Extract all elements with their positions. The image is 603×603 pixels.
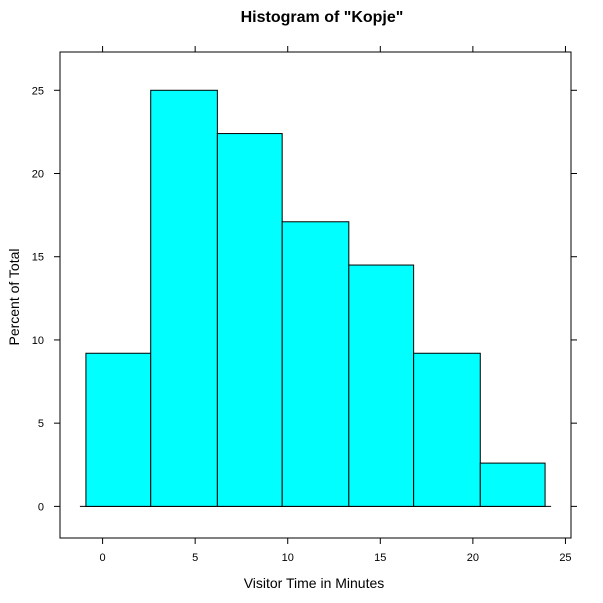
- y-tick-label-0: 0: [38, 501, 44, 513]
- y-tick-label-20: 20: [32, 169, 44, 181]
- x-tick-label-0: 0: [100, 552, 106, 564]
- y-axis-label: Percent of Total: [6, 248, 22, 345]
- plot-frame: [59, 51, 572, 539]
- axes-group: 0 5 10 15 20 25 0 5 10 15 20 25: [32, 46, 577, 564]
- bars-group: [79, 89, 552, 507]
- y-tick-label-15: 15: [32, 252, 44, 264]
- y-tick-label-25: 25: [32, 85, 44, 97]
- histogram-bar-2: [150, 89, 218, 507]
- histogram-bar-6: [413, 352, 481, 507]
- x-tick-label-20: 20: [467, 552, 479, 564]
- x-tick-label-15: 15: [374, 552, 386, 564]
- histogram-bar-5: [348, 264, 415, 507]
- x-axis-label: Visitor Time in Minutes: [244, 575, 385, 591]
- histogram-bar-4: [281, 221, 350, 507]
- chart-title: Histogram of "Kopje": [241, 9, 404, 26]
- histogram-bar-7: [479, 462, 546, 507]
- x-tick-label-10: 10: [282, 552, 294, 564]
- x-tick-label-5: 5: [192, 552, 198, 564]
- histogram-bar-1: [85, 352, 152, 507]
- x-tick-label-25: 25: [559, 552, 571, 564]
- y-tick-label-10: 10: [32, 335, 44, 347]
- histogram-bar-3: [216, 133, 283, 507]
- y-tick-label-5: 5: [38, 418, 44, 430]
